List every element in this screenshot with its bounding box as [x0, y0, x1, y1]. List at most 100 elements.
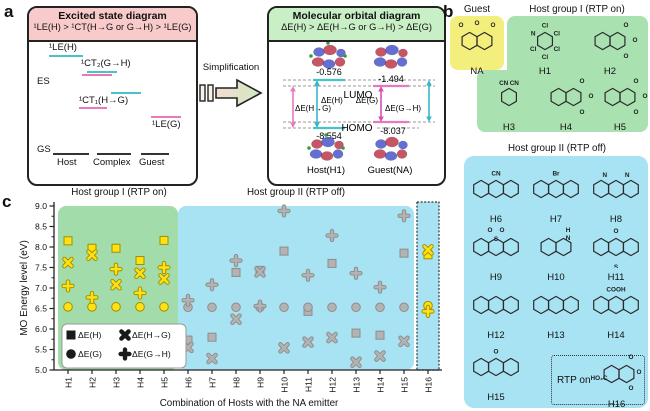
svg-text:CN: CN	[510, 80, 520, 87]
molecule-structure-H6: CN	[468, 166, 524, 215]
mo-diagram-box: Molecular orbital diagram ΔE(H) > ΔE(H→G…	[267, 6, 446, 186]
gs-complex-line	[97, 153, 131, 156]
mo-box-formula: ΔE(H) > ΔE(H→G or G→H) > ΔE(G)	[281, 22, 432, 32]
svg-text:Cl: Cl	[542, 54, 549, 61]
svg-text:O: O	[628, 385, 633, 392]
guest-homo-orbital-image	[373, 136, 408, 161]
level-ct2-label: ¹CT₂(G→H)	[81, 58, 131, 69]
svg-text:8.5: 8.5	[35, 222, 47, 232]
svg-text:Cl: Cl	[530, 46, 537, 53]
molecule-structure-H4: O O O	[538, 74, 594, 123]
molecule-H15: O H15	[468, 344, 524, 403]
svg-text:7.5: 7.5	[35, 263, 47, 273]
rtp-on-dashed-box: RTP on O O O HO₂C H16	[551, 354, 645, 409]
svg-text:O: O	[580, 109, 585, 116]
panel-c-letter: c	[2, 192, 12, 211]
svg-text:H9: H9	[256, 377, 266, 388]
lumo-label: LUMO	[344, 90, 373, 101]
svg-text:O: O	[494, 349, 499, 356]
svg-text:COOH: COOH	[606, 287, 626, 294]
svg-text:O: O	[634, 78, 639, 85]
chart-group1-title: Host group I (RTP on)	[71, 187, 167, 198]
gs-host-label: Host	[57, 157, 77, 168]
molecule-structure-H7: Br	[528, 166, 584, 215]
svg-text:ΔE(G): ΔE(G)	[78, 349, 102, 359]
molecule-H7: Br H7	[528, 166, 584, 225]
gs-guest-label: Guest	[139, 157, 165, 168]
level-le-h-label: ¹LE(H)	[49, 42, 77, 53]
svg-text:5.0: 5.0	[35, 365, 47, 375]
svg-text:H7: H7	[208, 377, 218, 388]
svg-text:S: S	[614, 264, 619, 268]
host-h1-label: Host(H1)	[307, 165, 345, 176]
svg-text:O: O	[589, 93, 594, 100]
mo-box-title: Molecular orbital diagram	[292, 10, 421, 22]
molecule-structure-H16: O O O HO₂C	[590, 351, 643, 400]
molecule-structure-H1: Cl Cl Cl Cl Cl N	[517, 18, 573, 67]
level-ct1-line-cyan	[111, 92, 141, 95]
host-lumo-orbital-image	[309, 42, 347, 69]
molecule-structure-H5: O O O	[592, 74, 648, 123]
level-ct1-line-pink	[79, 107, 107, 110]
svg-text:O: O	[636, 369, 641, 376]
svg-text:O: O	[491, 22, 496, 29]
svg-text:H16: H16	[424, 377, 434, 393]
level-ct2-line-cyan	[87, 71, 117, 74]
svg-text:H6: H6	[184, 377, 194, 388]
svg-text:H10: H10	[280, 377, 290, 393]
svg-text:Br: Br	[552, 171, 560, 178]
molecule-H13: H13	[528, 282, 584, 341]
simplification-label: Simplification	[202, 62, 260, 73]
guest-na-label: Guest(NA)	[368, 165, 413, 176]
svg-text:S: S	[494, 236, 499, 243]
homo-label: HOMO	[341, 123, 372, 134]
molecule-structure-H3: CN CN	[481, 74, 537, 123]
svg-text:CN: CN	[491, 171, 501, 178]
excited-box-formula: ¹LE(H) > ¹CT(H→G or G→H) > ¹LE(G)	[33, 22, 192, 32]
molecule-H14: COOH H14	[588, 282, 644, 341]
de-h-label: ΔE(H)	[321, 96, 343, 105]
svg-text:H14: H14	[376, 377, 386, 393]
svg-text:O: O	[624, 53, 629, 60]
svg-text:H15: H15	[400, 377, 410, 393]
svg-text:6.0: 6.0	[35, 324, 47, 334]
guest-lumo-value: -1.494	[378, 74, 404, 84]
energy-gap-arrows	[290, 80, 432, 128]
svg-text:O: O	[624, 22, 629, 29]
de-g-label: ΔE(G)	[356, 96, 379, 105]
molecule-H1: Cl Cl Cl Cl Cl N H1	[517, 18, 573, 77]
svg-text:ΔE(H→G): ΔE(H→G)	[132, 330, 171, 340]
svg-text:H5: H5	[160, 377, 170, 388]
svg-text:Combination of Hosts with the: Combination of Hosts with the NA emitter	[160, 398, 339, 409]
host-group2-title: Host group II (RTP off)	[507, 143, 606, 154]
svg-text:Cl: Cl	[554, 30, 561, 37]
es-label: ES	[37, 76, 50, 87]
molecule-structure-H13	[528, 282, 584, 331]
chart-group2-title: Host group II (RTP off)	[246, 187, 345, 198]
gs-complex-label: Complex	[93, 157, 131, 168]
molecule-H3: CN CN H3	[481, 74, 537, 133]
gs-host-line	[53, 153, 89, 156]
excited-box-title: Excited state diagram	[58, 10, 167, 22]
svg-text:H4: H4	[136, 377, 146, 388]
svg-text:O: O	[500, 227, 505, 234]
level-ct2-line-pink	[82, 74, 112, 77]
svg-text:O: O	[459, 22, 464, 29]
svg-text:O: O	[475, 20, 480, 27]
svg-text:H2: H2	[88, 377, 98, 388]
svg-text:N: N	[566, 235, 571, 242]
svg-text:8.0: 8.0	[35, 242, 47, 252]
molecule-structure-H12	[468, 282, 524, 331]
host-homo-value: -8.554	[316, 131, 342, 141]
svg-text:H3: H3	[112, 377, 122, 388]
